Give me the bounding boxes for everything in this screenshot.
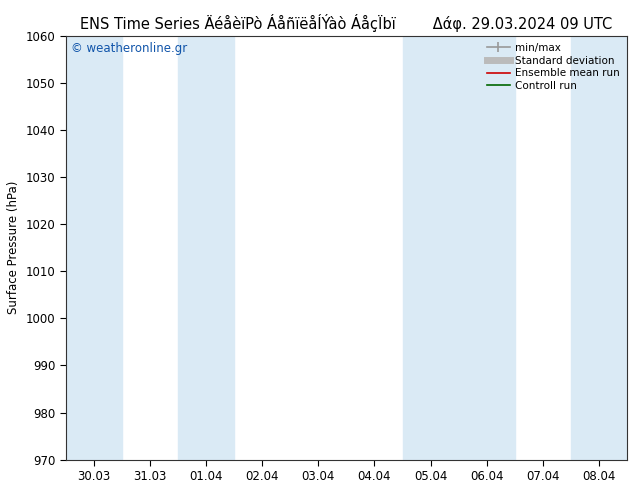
Bar (403, 36, 515, 460)
Y-axis label: Surface Pressure (hPa): Surface Pressure (hPa) (7, 181, 20, 315)
Legend: min/max, Standard deviation, Ensemble mean run, Controll run: min/max, Standard deviation, Ensemble me… (482, 39, 624, 95)
Text: © weatheronline.gr: © weatheronline.gr (71, 42, 188, 55)
Title: ENS Time Series ÄéåèïPò ÁåñïëåÍÝàò ÁåçÏbï        Δάφ. 29.03.2024 09 UTC: ENS Time Series ÄéåèïPò ÁåñïëåÍÝàò ÁåçÏb… (81, 14, 612, 32)
Bar (66, 36, 122, 460)
Bar (571, 36, 627, 460)
Bar (178, 36, 234, 460)
